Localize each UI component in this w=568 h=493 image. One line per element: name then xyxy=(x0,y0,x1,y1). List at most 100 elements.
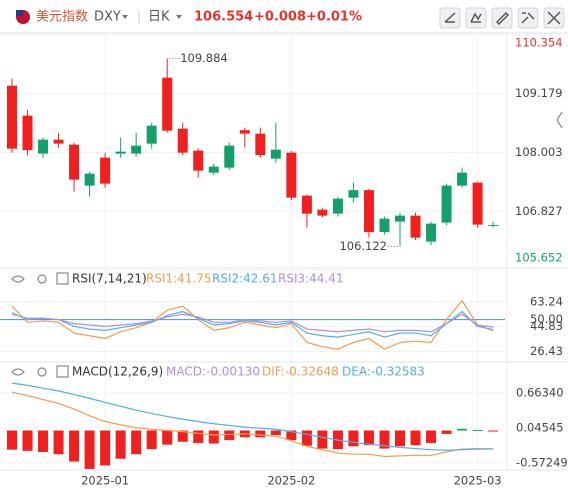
y-tick-label: -0.57249 xyxy=(516,455,568,469)
collapse-arrow[interactable] xyxy=(556,111,563,129)
macd-bar xyxy=(100,430,111,466)
candle-body xyxy=(395,215,405,222)
x-tick-label: 2025-01 xyxy=(81,474,129,488)
candle-body xyxy=(7,85,17,149)
macd-bar xyxy=(84,430,95,469)
macd-bar xyxy=(395,430,405,447)
macd-bar xyxy=(7,430,17,450)
candle-body xyxy=(100,157,111,184)
candle-body xyxy=(115,151,126,154)
candle-body xyxy=(177,128,188,153)
candle-body xyxy=(270,149,281,159)
macd-bar xyxy=(115,430,126,459)
tool-icon xyxy=(547,11,561,25)
y-tick-label: 50.00 xyxy=(530,312,563,326)
legend-entry: DIF:-0.32648 xyxy=(262,365,339,379)
y-tick-label: 110.354 xyxy=(515,36,563,50)
candle-body xyxy=(410,215,421,238)
candle-body xyxy=(131,145,142,154)
dropdown-arrow[interactable] xyxy=(122,15,128,19)
candle-body xyxy=(22,115,33,151)
dropdown-arrow[interactable] xyxy=(176,15,182,19)
macd-bar xyxy=(38,430,49,452)
symbol[interactable]: DXY xyxy=(94,10,121,25)
macd-bar xyxy=(177,430,188,442)
macd-bar xyxy=(410,430,421,446)
tool-icon xyxy=(495,11,510,26)
x-tick-label: 2025-03 xyxy=(454,474,502,488)
eye-icon[interactable] xyxy=(11,368,25,376)
candle-body xyxy=(457,172,468,186)
candle-body xyxy=(193,150,204,171)
legend-entry: MACD:-0.00130 xyxy=(166,365,260,379)
candle-body xyxy=(317,209,328,216)
legend-entry: RSI2:42.61 xyxy=(212,272,278,286)
candle-body xyxy=(53,139,64,144)
settings-icon[interactable] xyxy=(37,274,47,284)
price-change: +0.008 xyxy=(254,10,306,25)
rsi-line xyxy=(11,299,494,350)
macd-line xyxy=(11,391,494,458)
candle-body xyxy=(488,224,499,226)
macd-bar xyxy=(488,430,499,432)
macd-bar xyxy=(286,430,297,441)
tool-button[interactable] xyxy=(465,7,487,29)
y-tick-label: 26.43 xyxy=(530,344,563,358)
macd-bar xyxy=(426,430,437,443)
candle-body xyxy=(162,77,173,131)
macd-bar xyxy=(53,430,64,455)
high-label: 109.884 xyxy=(180,51,228,65)
rsi-line xyxy=(11,313,494,333)
y-tick-label: 44.83 xyxy=(530,319,563,333)
macd-bar xyxy=(270,430,281,436)
x-tick-label: 2025-02 xyxy=(267,474,315,488)
legend-entry: RSI3:44.41 xyxy=(278,272,344,286)
candle-body xyxy=(472,182,483,225)
rsi-line xyxy=(11,310,494,338)
candle-body xyxy=(363,190,374,233)
panel-icon[interactable] xyxy=(56,272,69,285)
candle-body xyxy=(379,218,390,233)
candle-body xyxy=(426,223,437,242)
macd-bar xyxy=(22,430,33,451)
y-tick-label: 0.66340 xyxy=(516,386,564,400)
tool-icon xyxy=(444,12,456,23)
candle-body xyxy=(224,145,235,168)
candle-body xyxy=(239,130,250,134)
period[interactable]: 日K xyxy=(148,10,170,25)
candle-body xyxy=(301,195,312,214)
panel-icon[interactable] xyxy=(56,365,69,378)
macd-bar xyxy=(255,430,266,438)
macd-bar xyxy=(193,430,204,443)
macd-bar xyxy=(69,430,80,462)
macd-bar xyxy=(472,429,483,431)
y-tick-label: 0.04545 xyxy=(516,420,564,434)
eye-icon[interactable] xyxy=(11,275,25,283)
y-tick-label: 105.652 xyxy=(515,251,563,265)
candle-body xyxy=(255,133,266,156)
y-tick-label: 108.003 xyxy=(515,145,563,159)
candle-body xyxy=(38,139,49,154)
macd-bar xyxy=(317,430,328,449)
macd-bar xyxy=(146,430,157,450)
candle-body xyxy=(208,166,219,173)
candle-body xyxy=(146,125,157,144)
flag-icon xyxy=(16,10,23,16)
y-tick-label: 106.827 xyxy=(515,204,563,218)
y-tick-label: 109.179 xyxy=(515,86,563,100)
candle-body xyxy=(69,144,80,180)
last-price: 106.554 xyxy=(194,10,253,25)
candle-body xyxy=(84,173,95,186)
candle-body xyxy=(332,198,343,214)
macd-bar xyxy=(457,428,468,431)
settings-icon[interactable] xyxy=(37,367,47,377)
panel-title: RSI(7,14,21) xyxy=(72,272,147,286)
candle-body xyxy=(286,152,297,198)
macd-bar xyxy=(131,430,142,455)
candle-body xyxy=(348,190,359,198)
macd-bar xyxy=(162,430,173,445)
index-name[interactable]: 美元指数 xyxy=(36,10,88,25)
